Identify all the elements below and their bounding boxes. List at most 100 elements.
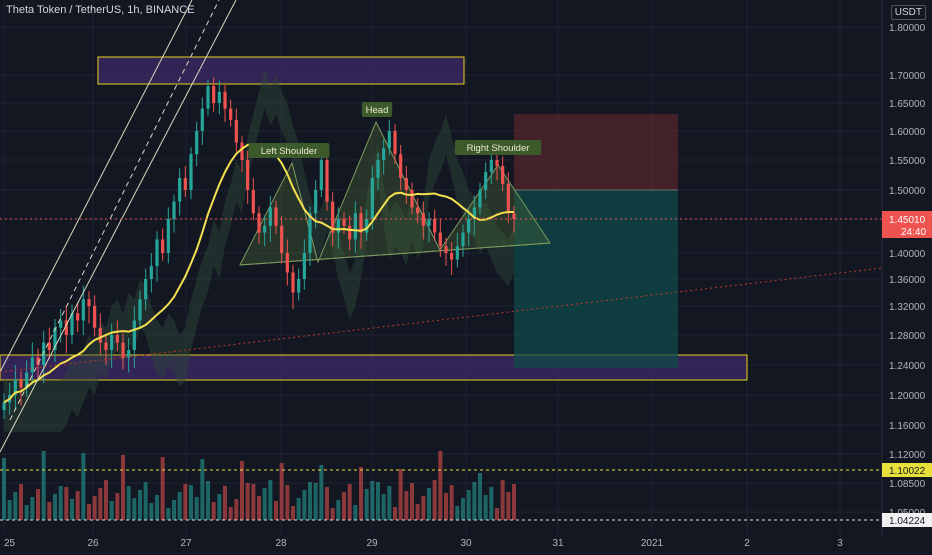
candle-body bbox=[183, 178, 187, 190]
candle-body bbox=[478, 190, 482, 208]
price-tick-label: 1.08500 bbox=[889, 479, 926, 490]
price-tick-label: 1.40000 bbox=[889, 249, 926, 260]
volume-bar bbox=[2, 458, 6, 520]
candle-body bbox=[472, 207, 476, 219]
channel-upper-line bbox=[0, 0, 193, 373]
candle-body bbox=[206, 86, 210, 109]
volume-bar bbox=[132, 498, 137, 520]
candle-body bbox=[240, 142, 244, 160]
time-axis-panel bbox=[0, 536, 932, 550]
candle-body bbox=[404, 178, 408, 190]
volume-bar bbox=[47, 502, 52, 520]
candle-body bbox=[110, 335, 114, 350]
zones-layer bbox=[0, 56, 748, 381]
time-tick-label: 25 bbox=[4, 538, 16, 549]
candle-body bbox=[461, 232, 465, 247]
candle-body bbox=[308, 213, 312, 253]
volume-bar bbox=[206, 481, 210, 520]
volume-bar bbox=[472, 482, 477, 520]
price-tick-label: 1.55000 bbox=[889, 156, 926, 167]
candle-body bbox=[30, 357, 34, 373]
volume-bar bbox=[30, 497, 35, 520]
candle-body bbox=[189, 154, 193, 190]
candle-body bbox=[64, 320, 68, 335]
volume-bar bbox=[58, 486, 63, 520]
volume-bar bbox=[166, 508, 171, 520]
cloud-layer bbox=[4, 70, 514, 433]
price-tick-label: 1.70000 bbox=[889, 71, 926, 82]
volume-bar bbox=[291, 506, 295, 520]
candle-body bbox=[87, 299, 91, 306]
volume-bar bbox=[7, 500, 12, 520]
candle-body bbox=[104, 342, 108, 350]
volume-bar bbox=[279, 463, 284, 520]
candle-body bbox=[246, 160, 250, 190]
annotation-label: Head bbox=[366, 105, 389, 116]
candle-body bbox=[421, 213, 425, 226]
candle-body bbox=[331, 201, 335, 233]
candle-body bbox=[59, 320, 63, 328]
volume-bar bbox=[455, 506, 460, 520]
volume-bar bbox=[466, 490, 471, 520]
candle-body bbox=[438, 232, 442, 247]
candle-body bbox=[42, 342, 46, 365]
time-tick-label: 27 bbox=[180, 538, 192, 549]
volume-bar bbox=[359, 467, 363, 520]
candle-body bbox=[416, 207, 420, 214]
currency-badge[interactable]: USDT bbox=[890, 5, 926, 20]
candle-body bbox=[297, 279, 301, 293]
price-tick-label: 1.80000 bbox=[889, 23, 926, 34]
price-tick-label: 1.32000 bbox=[889, 302, 926, 313]
candle-body bbox=[223, 91, 227, 109]
volume-bar bbox=[376, 482, 380, 520]
candle-body bbox=[467, 219, 471, 233]
volume-bar bbox=[75, 491, 80, 520]
candle-body bbox=[319, 160, 323, 190]
volume-bar bbox=[489, 487, 494, 520]
volume-bar bbox=[211, 502, 216, 520]
time-tick-label: 2021 bbox=[641, 538, 664, 549]
candle-body bbox=[132, 320, 136, 350]
volume-bar bbox=[495, 508, 499, 520]
candle-body bbox=[427, 219, 431, 226]
candle-body bbox=[172, 201, 176, 219]
stop-loss-box bbox=[514, 114, 678, 190]
volume-layer bbox=[2, 451, 516, 520]
level-tag bbox=[882, 463, 932, 477]
resistance-zone bbox=[97, 56, 465, 85]
candle-body bbox=[19, 380, 23, 388]
candle-body bbox=[342, 219, 346, 226]
candle-body bbox=[149, 266, 153, 279]
candle-body bbox=[98, 327, 102, 343]
candle-body bbox=[115, 335, 119, 343]
time-tick-label: 26 bbox=[87, 538, 99, 549]
candle-body bbox=[399, 154, 403, 178]
volume-bar bbox=[347, 484, 352, 520]
candle-body bbox=[76, 313, 80, 321]
volume-bar bbox=[217, 494, 222, 520]
annotation-label: Right Shoulder bbox=[467, 143, 530, 154]
volume-bar bbox=[313, 483, 318, 520]
candle-body bbox=[212, 86, 216, 103]
volume-bar bbox=[234, 499, 239, 520]
volume-bar bbox=[104, 480, 108, 520]
volume-bar bbox=[87, 504, 91, 520]
volume-bar bbox=[245, 483, 250, 520]
level-tag-value: 1.04224 bbox=[889, 516, 926, 527]
candle-body bbox=[81, 299, 85, 321]
candle-body bbox=[274, 207, 278, 226]
volume-bar bbox=[398, 469, 403, 520]
price-tick-label: 1.65000 bbox=[889, 99, 926, 110]
volume-bar bbox=[325, 487, 329, 520]
candle-body bbox=[353, 213, 357, 240]
volume-bar bbox=[189, 485, 193, 520]
candle-body bbox=[178, 178, 182, 202]
time-tick-label: 3 bbox=[837, 538, 843, 549]
candle-body bbox=[200, 108, 204, 131]
candle-body bbox=[53, 327, 57, 350]
current-price-tag bbox=[882, 211, 932, 238]
candle-layer bbox=[2, 77, 516, 419]
